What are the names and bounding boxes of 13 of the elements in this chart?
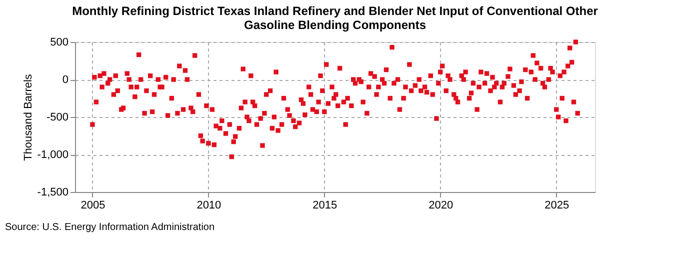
x-tick-label: 2020	[428, 200, 454, 212]
chart-title: Monthly Refining District Texas Inland Refinery and Blender Net Input of Conventional Other Gasoline Blending Components	[72, 4, 598, 32]
y-tick-label: -1,000	[37, 149, 68, 161]
y-tick-label: -500	[46, 112, 68, 124]
x-tick-label: 2015	[312, 200, 338, 212]
x-tick-label: 2010	[196, 200, 222, 212]
source-note: Source: U.S. Energy Information Administration	[5, 222, 215, 233]
y-tick-label: 0	[62, 74, 68, 86]
x-tick-label: 2025	[544, 200, 570, 212]
x-tick-label: 2005	[80, 200, 106, 212]
y-axis-title: Thousand Barrels	[22, 74, 34, 161]
y-tick-label: -1,500	[37, 186, 68, 198]
y-tick-label: 500	[50, 36, 68, 48]
